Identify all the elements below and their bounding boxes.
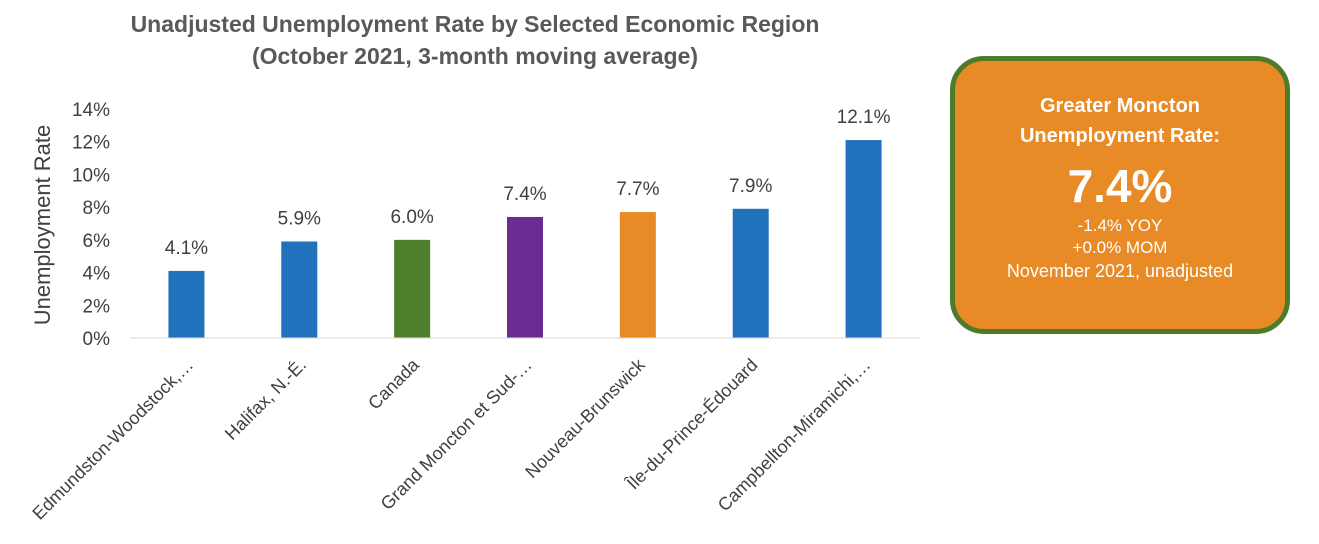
bar <box>281 241 318 338</box>
y-tick-label: 4% <box>83 264 111 285</box>
bar <box>168 270 205 338</box>
y-tick-label: 12% <box>72 133 110 154</box>
bar <box>394 239 431 338</box>
callout-heading-line1: Greater Moncton <box>1039 95 1201 117</box>
moncton-rate-callout: Greater Moncton Unemployment Rate: 7.4% … <box>950 56 1290 334</box>
bar-chart: Unemployment Rate 0% 2% 4% 6% 8% 10% 12% 14% 4.… <box>28 100 920 524</box>
data-label: 7.7% <box>616 179 659 200</box>
data-label: 7.9% <box>729 176 772 197</box>
y-tick-label: 10% <box>72 165 110 186</box>
data-label: 5.9% <box>278 208 321 229</box>
callout-heading: Greater Moncton Unemployment Rate: <box>955 91 1285 151</box>
chart-title: Unadjusted Unemployment Rate by Selected… <box>130 11 820 69</box>
callout-value: 7.4% <box>1067 160 1173 212</box>
bar <box>732 208 769 338</box>
callout-heading-line2: Unemployment Rate: <box>1019 125 1221 147</box>
category-label: Canada <box>364 354 423 413</box>
category-label: Edmundston-Woodstock,… <box>28 355 197 524</box>
y-tick-label: 2% <box>83 296 111 317</box>
bar <box>845 140 882 338</box>
callout-yoy: -1.4% YOY <box>1077 216 1163 235</box>
y-tick-label: 6% <box>83 231 111 252</box>
category-label: Nouveau-Brunswick <box>521 354 649 482</box>
category-label: Halifax, N.-É. <box>221 355 310 444</box>
y-axis-title: Unemployment Rate <box>30 125 55 326</box>
y-tick-label: 14% <box>72 100 110 121</box>
y-tick-label: 0% <box>83 329 111 350</box>
data-label: 7.4% <box>503 184 546 205</box>
bar <box>619 212 656 338</box>
y-tick-label: 8% <box>83 198 111 219</box>
bar <box>507 216 543 338</box>
callout-period: November 2021, unadjusted <box>1006 261 1234 281</box>
data-label: 12.1% <box>837 107 891 128</box>
callout-mom: +0.0% MOM <box>1072 238 1168 257</box>
data-label: 6.0% <box>390 207 433 228</box>
data-label: 4.1% <box>165 238 208 259</box>
